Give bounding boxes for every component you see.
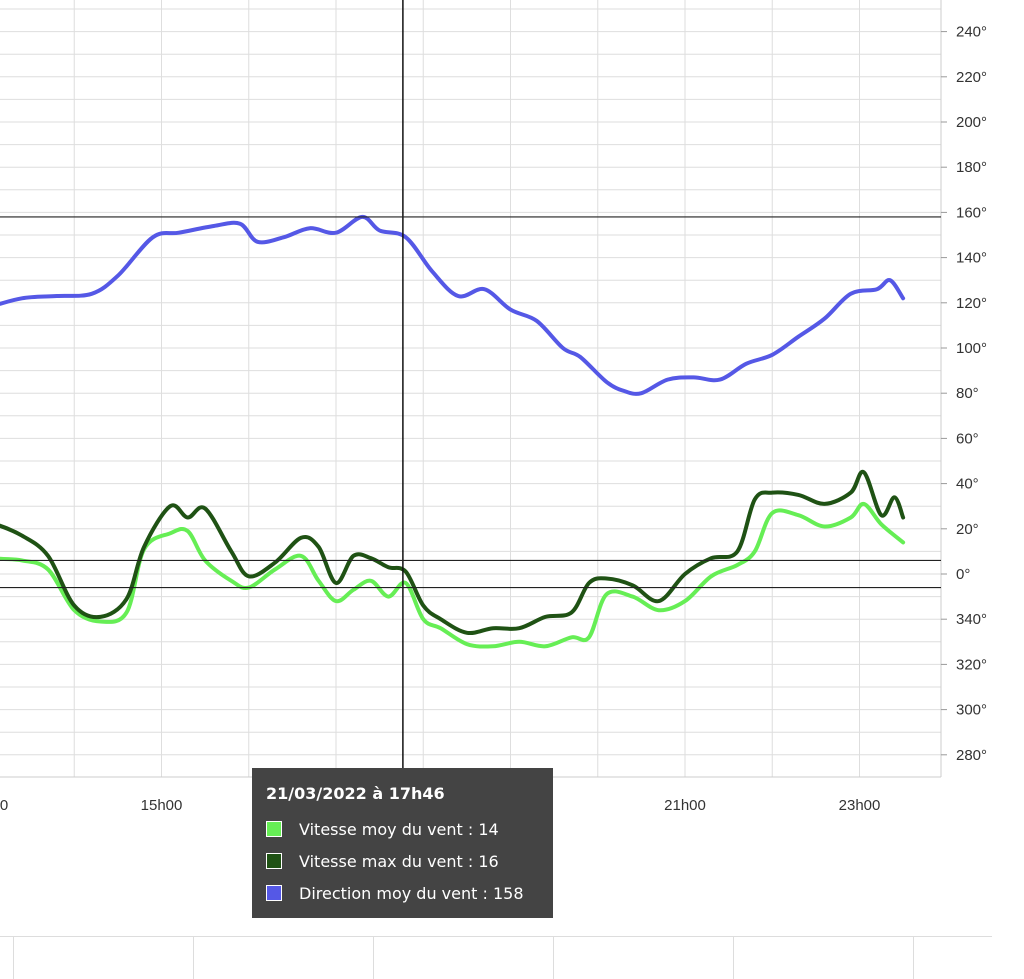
y-tick-label: 220° bbox=[956, 69, 987, 86]
x-tick-label: 15h00 bbox=[141, 797, 183, 814]
crosshair bbox=[0, 0, 941, 777]
y-tick-label: 80° bbox=[956, 385, 979, 402]
y-tick-label: 340° bbox=[956, 611, 987, 628]
x-tick-label-partial: 0 bbox=[0, 797, 8, 814]
avg-speed-series-line bbox=[0, 501, 906, 649]
avg-speed-swatch bbox=[266, 821, 282, 837]
tooltip-row-label: Vitesse moy du vent : 14 bbox=[299, 819, 499, 839]
tooltip-row-max-speed: Vitesse max du vent : 16 bbox=[266, 845, 539, 877]
table-cell bbox=[14, 937, 194, 979]
y-tick-label: 60° bbox=[956, 430, 979, 447]
y-tick-label: 120° bbox=[956, 295, 987, 312]
tooltip-row-label: Direction moy du vent : 158 bbox=[299, 883, 524, 903]
y-tick-label: 160° bbox=[956, 204, 987, 221]
y-tick-label: 280° bbox=[956, 747, 987, 764]
y-tick-label: 240° bbox=[956, 24, 987, 41]
tooltip: 21/03/2022 à 17h46 Vitesse moy du vent :… bbox=[252, 768, 553, 918]
y-tick-label: 20° bbox=[956, 521, 979, 538]
tooltip-row-direction: Direction moy du vent : 158 bbox=[266, 877, 539, 909]
max-speed-series-line bbox=[0, 469, 906, 636]
y-tick-label: 200° bbox=[956, 114, 987, 131]
direction-series-line bbox=[0, 214, 906, 396]
series-layer bbox=[0, 214, 906, 649]
y-tick-label: 320° bbox=[956, 656, 987, 673]
y-tick-label: 40° bbox=[956, 476, 979, 493]
y-tick-label: 100° bbox=[956, 340, 987, 357]
table-cell bbox=[374, 937, 554, 979]
tooltip-title: 21/03/2022 à 17h46 bbox=[266, 784, 445, 803]
x-tick-label: 23h00 bbox=[839, 797, 881, 814]
y-tick-label: 140° bbox=[956, 250, 987, 267]
tooltip-row-label: Vitesse max du vent : 16 bbox=[299, 851, 499, 871]
table-cell bbox=[554, 937, 734, 979]
y-tick-label: 0° bbox=[956, 566, 970, 583]
y-axis-right: 240° 220° 200° 180° 160° 140° 120° 100° 80° 60° 40… bbox=[941, 24, 987, 764]
max-speed-swatch bbox=[266, 853, 282, 869]
bottom-table-row bbox=[0, 936, 992, 979]
table-cell bbox=[734, 937, 914, 979]
x-tick-label: 21h00 bbox=[664, 797, 706, 814]
y-tick-label: 300° bbox=[956, 702, 987, 719]
tooltip-row-avg-speed: Vitesse moy du vent : 14 bbox=[266, 813, 539, 845]
grid-lines bbox=[0, 0, 942, 778]
table-cell bbox=[0, 937, 14, 979]
y-tick-label: 180° bbox=[956, 159, 987, 176]
table-cell bbox=[194, 937, 374, 979]
direction-swatch bbox=[266, 885, 282, 901]
